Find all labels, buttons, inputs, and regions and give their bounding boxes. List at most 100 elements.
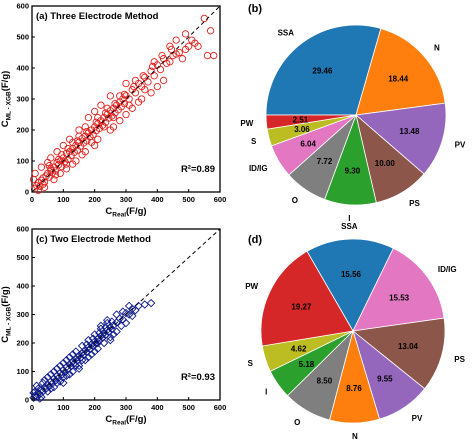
x-tick-label: 200	[88, 403, 101, 412]
data-point	[120, 100, 129, 108]
pie-category-label: O	[294, 418, 300, 427]
y-tick-label: 600	[16, 225, 29, 234]
data-point	[109, 123, 118, 131]
data-point	[72, 157, 80, 165]
data-point	[210, 51, 218, 60]
data-point	[150, 58, 158, 66]
data-point	[178, 55, 187, 63]
pie-value-label: 9.55	[377, 374, 393, 383]
pie-value-label: 6.04	[300, 140, 316, 149]
y-axis-label-unit: (F/g)	[0, 286, 11, 307]
data-point	[147, 89, 155, 97]
data-point	[124, 301, 134, 311]
y-tick-label: 0	[25, 188, 29, 197]
data-point	[50, 175, 58, 184]
x-tick-label: 300	[120, 195, 133, 204]
data-point	[107, 317, 117, 326]
data-point	[166, 58, 174, 66]
data-point	[29, 393, 38, 402]
x-axis-label-sub: Real	[112, 420, 126, 427]
panel-label: (a) Three Electrode Method	[36, 11, 159, 22]
data-point	[62, 160, 71, 168]
y-tick-label: 300	[16, 95, 29, 104]
x-tick-label: 600	[214, 403, 227, 412]
data-point	[32, 381, 41, 390]
data-point	[141, 86, 149, 94]
pie-value-label: 3.06	[294, 125, 310, 134]
data-point	[166, 42, 174, 50]
data-point	[58, 151, 66, 159]
data-point	[96, 321, 106, 331]
pie-value-label: 13.04	[398, 342, 419, 351]
pie-category-label: S	[248, 359, 254, 368]
data-point	[51, 376, 60, 385]
pie-category-label: PS	[409, 199, 420, 208]
x-tick-label: 100	[57, 403, 70, 412]
y-tick-label: 300	[16, 310, 29, 319]
data-point	[65, 370, 74, 379]
data-point	[181, 30, 190, 38]
data-point	[159, 76, 168, 85]
x-tick-label: 0	[30, 403, 34, 412]
data-point	[90, 340, 99, 349]
data-point	[43, 372, 52, 382]
pie-value-label: 15.53	[389, 293, 410, 302]
data-point	[82, 340, 92, 349]
data-point	[74, 364, 84, 373]
pie-value-label: 13.48	[399, 127, 420, 136]
pie-category-label: SSA	[341, 222, 358, 231]
data-point	[51, 171, 60, 179]
data-point	[92, 118, 100, 126]
pie-category-label: PV	[412, 414, 423, 423]
data-point	[188, 36, 196, 44]
data-point	[156, 65, 165, 74]
y-tick-label: 500	[16, 253, 29, 262]
y-tick-label: 400	[16, 282, 29, 291]
data-point	[185, 42, 193, 50]
panel-b-pie: 29.46 SSA 18.44 N 13.48 PV 10.00 PS 9.30 I 7.72 O 6.…	[240, 3, 466, 223]
data-point	[64, 144, 72, 153]
data-point	[34, 186, 42, 195]
pie-category-label: I	[348, 214, 350, 223]
data-point	[117, 321, 126, 331]
x-tick-label: 500	[182, 195, 195, 204]
data-point	[81, 355, 90, 365]
pie-slice	[355, 102, 447, 175]
data-point	[59, 372, 68, 382]
y-tick-label: 200	[16, 339, 29, 348]
x-axis-label: CReal(F/g)	[105, 206, 146, 219]
y-tick-label: 400	[16, 64, 29, 73]
data-point	[134, 98, 143, 106]
data-point	[83, 127, 91, 136]
data-point	[109, 330, 118, 339]
pie-category-label: SSA	[278, 29, 295, 38]
data-point	[175, 48, 183, 57]
pie-category-label: N	[352, 432, 358, 441]
pie-slice	[265, 24, 382, 116]
data-point	[139, 72, 147, 80]
data-point	[99, 338, 109, 348]
data-point	[40, 375, 49, 385]
data-point	[206, 27, 215, 35]
pie-value-label: 4.62	[291, 344, 307, 353]
data-point	[144, 78, 152, 86]
x-tick-label: 600	[214, 195, 227, 204]
y-tick-label: 500	[16, 33, 29, 42]
data-point	[84, 113, 93, 122]
data-point	[31, 169, 39, 178]
data-point	[122, 110, 130, 119]
data-point	[35, 394, 45, 403]
data-point	[70, 359, 79, 368]
data-point	[118, 307, 128, 316]
data-point	[125, 101, 133, 109]
y-axis-label-unit: (F/g)	[0, 71, 11, 92]
data-point	[116, 92, 124, 100]
y-tick-label: 200	[16, 126, 29, 135]
pie-category-label: ID/IG	[438, 265, 457, 274]
x-axis-label: CReal(F/g)	[105, 414, 146, 427]
panel-a-scatter: 0 100 200 300 400 500 600 0 100 200 300 400 500 600 (a…	[0, 2, 226, 219]
r-squared-annotation: R²=0.93	[181, 372, 215, 383]
x-tick-label: 400	[151, 195, 164, 204]
data-point	[194, 42, 202, 50]
data-point	[37, 163, 46, 171]
